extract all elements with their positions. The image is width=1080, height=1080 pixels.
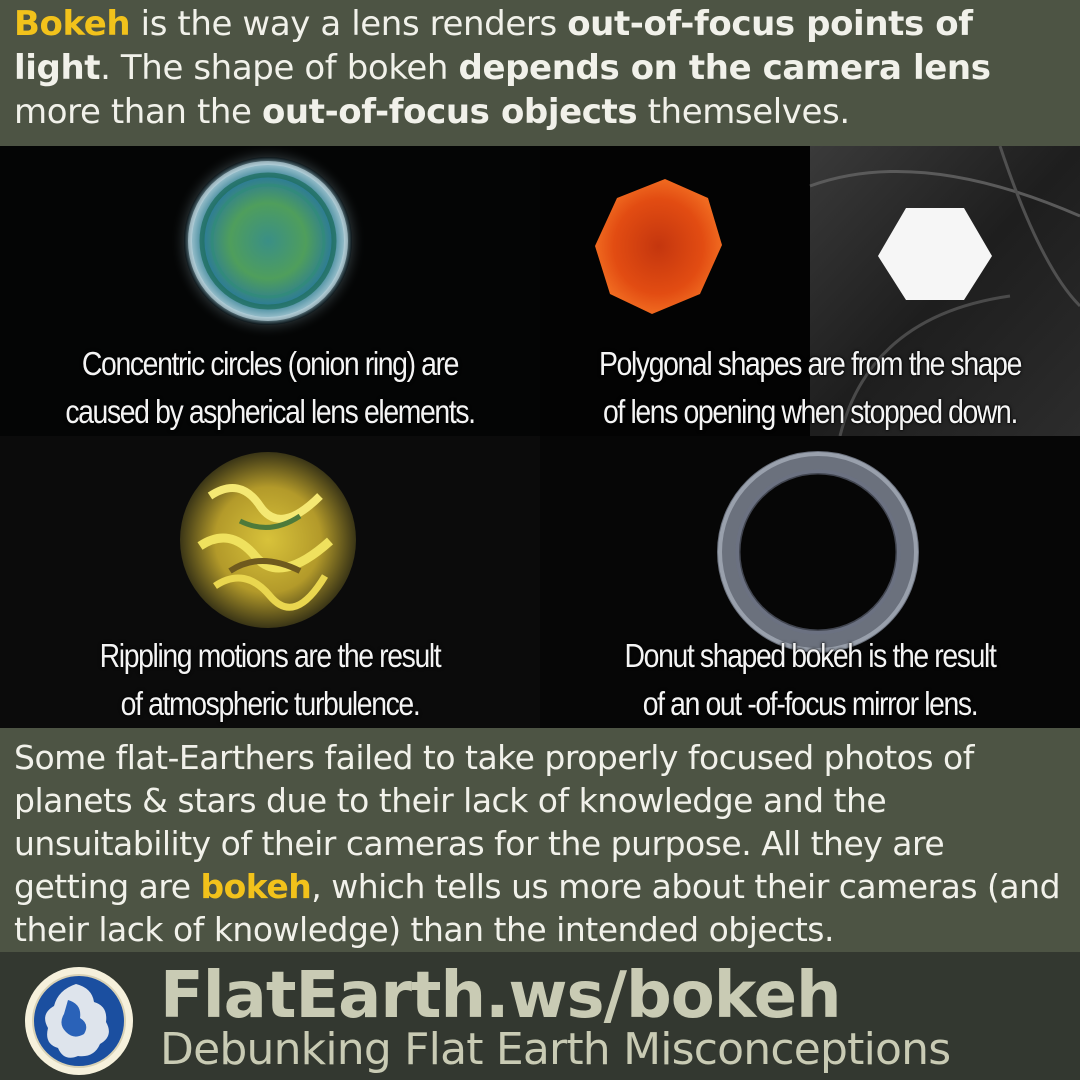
polygonal-bokeh-image (595, 146, 1080, 436)
rippling-caption: Rippling motions are the result of atmos… (38, 632, 502, 728)
intro-text-segment: is the way a lens renders (130, 4, 568, 44)
polygonal-caption: Polygonal shapes are from the shape of l… (578, 340, 1042, 436)
conclusion-text: Some flat-Earthers failed to take proper… (14, 736, 1066, 951)
conclusion-text-segment: Some flat-Earthers failed to take proper… (14, 738, 974, 906)
intro-emphasis-segment: depends on the camera lens (458, 48, 991, 88)
caption-line: Rippling motions are the result (99, 637, 442, 674)
intro-text: Bokeh is the way a lens renders out-of-f… (14, 2, 1066, 134)
intro-emphasis-segment: out-of-focus objects (261, 92, 638, 132)
flat-earth-globe-logo (25, 967, 133, 1075)
site-url: FlatEarth.ws/bokeh (160, 959, 842, 1033)
caption-line: of atmospheric turbulence. (120, 685, 421, 722)
intro-emphasis-segment: out-of-focus points of light (14, 4, 973, 88)
caption-line: Concentric circles (onion ring) are (81, 345, 460, 382)
intro-keyword-bokeh: Bokeh (14, 4, 131, 44)
donut-caption: Donut shaped bokeh is the result of an o… (578, 632, 1042, 728)
conclusion-text-segment: , which tells us more about their camera… (14, 867, 1061, 949)
caption-line: Donut shaped bokeh is the result (624, 637, 997, 674)
intro-text-segment: themselves. (637, 92, 851, 132)
panel-polygonal: Polygonal shapes are from the shape of l… (540, 146, 1080, 436)
caption-line: Polygonal shapes are from the shape (599, 345, 1022, 382)
intro-text-segment: more than the (14, 92, 262, 132)
footer: FlatEarth.ws/bokeh Debunking Flat Earth … (0, 952, 1080, 1080)
onion-ring-caption: Concentric circles (onion ring) are caus… (38, 340, 502, 436)
conclusion-keyword-bokeh: bokeh (200, 867, 312, 906)
rippling-bokeh-image (180, 452, 356, 628)
caption-line: caused by aspherical lens elements. (65, 393, 476, 430)
caption-line: of an out -of-focus mirror lens. (642, 685, 979, 722)
site-tagline: Debunking Flat Earth Misconceptions (160, 1024, 951, 1075)
intro-band: Bokeh is the way a lens renders out-of-f… (0, 0, 1080, 146)
conclusion-band: Some flat-Earthers failed to take proper… (0, 728, 1080, 952)
panel-donut: Donut shaped bokeh is the result of an o… (540, 436, 1080, 728)
intro-text-segment: . The shape of bokeh (100, 48, 459, 88)
caption-line: of lens opening when stopped down. (603, 393, 1018, 430)
onion-ring-bokeh-image (170, 146, 366, 339)
bokeh-photo-grid: Concentric circles (onion ring) are caus… (0, 146, 1080, 728)
donut-bokeh-image (717, 451, 919, 653)
panel-onion-ring: Concentric circles (onion ring) are caus… (0, 146, 540, 436)
panel-rippling: Rippling motions are the result of atmos… (0, 436, 540, 728)
